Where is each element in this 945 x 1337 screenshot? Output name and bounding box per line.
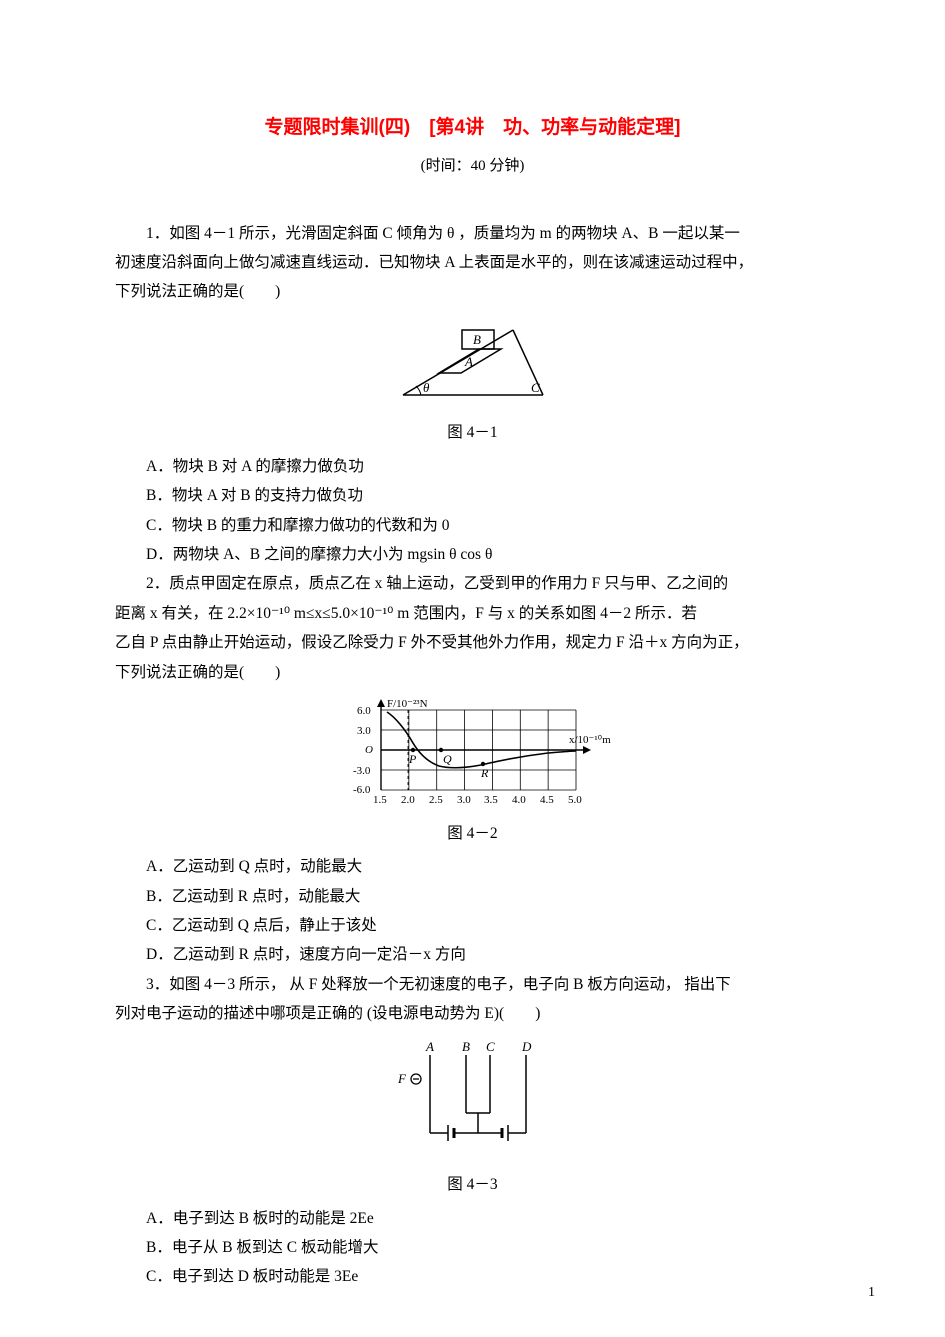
circuit-label-d: D [521,1039,532,1054]
q2-stem-line2: 距离 x 有关，在 2.2×10⁻¹⁰ m≤x≤5.0×10⁻¹⁰ m 范围内，… [115,599,830,628]
q1-option-d: D．两物块 A、B 之间的摩擦力大小为 mgsin θ cos θ [115,540,830,569]
svg-text:C: C [531,380,540,395]
circuit-label-c: C [486,1039,495,1054]
chart-ytick: O [365,744,373,756]
chart-xtick: 3.0 [457,794,471,805]
q1-option-a: A．物块 B 对 A 的摩擦力做负功 [115,452,830,481]
chart-xtick: 2.0 [401,794,415,805]
chart-xtick: 4.5 [540,794,554,805]
svg-text:θ: θ [423,380,430,395]
q3-stem-line2: 列对电子运动的描述中哪项是正确的 (设电源电动势为 E)( ) [115,999,830,1028]
q2-option-a: A．乙运动到 Q 点时，动能最大 [115,852,830,881]
q1-stem-line3: 下列说法正确的是( ) [115,277,830,306]
chart-label-p: P [408,752,417,766]
circuit-label-b: B [462,1039,470,1054]
q2-caption: 图 4－2 [115,819,830,848]
q1-stem-line1: 1．如图 4－1 所示，光滑固定斜面 C 倾角为 θ ，质量均为 m 的两物块 … [115,219,830,248]
q3-caption: 图 4－3 [115,1170,830,1199]
chart-xtick: 5.0 [568,794,582,805]
q2-option-b: B．乙运动到 R 点时，动能最大 [115,882,830,911]
q2-option-c: C．乙运动到 Q 点后，静止于该处 [115,911,830,940]
q3-option-a: A．电子到达 B 板时的动能是 2Ee [115,1204,830,1233]
circuit-label-a: A [425,1039,434,1054]
q3-figure: F A B C D [115,1037,830,1168]
page-subtitle: (时间：40 分钟) [115,152,830,181]
q2-option-d: D．乙运动到 R 点时，速度方向一定沿－x 方向 [115,940,830,969]
q1-figure: θ A B C [115,315,830,416]
q2-figure: 6.0 3.0 O -3.0 -6.0 1.5 2.0 2.5 3.0 3.5 … [115,695,830,816]
q2-stem-line3: 乙自 P 点由静止开始运动，假设乙除受力 F 外不受其他外力作用，规定力 F 沿… [115,628,830,657]
chart-xtick: 2.5 [429,794,443,805]
chart-ytick: 3.0 [357,725,371,737]
chart-ytick: 6.0 [357,705,371,717]
chart-xtick: 4.0 [512,794,526,805]
q1-option-b: B．物块 A 对 B 的支持力做负功 [115,481,830,510]
chart-xtick: 3.5 [484,794,498,805]
chart-ytick: -6.0 [353,784,371,796]
q3-option-b: B．电子从 B 板到达 C 板动能增大 [115,1233,830,1262]
chart-ytick: -3.0 [353,765,371,777]
page-title: 专题限时集训(四) [第4讲 功、功率与动能定理] [115,110,830,146]
page-number: 1 [868,1280,875,1307]
q3-stem-line1: 3．如图 4－3 所示， 从 F 处释放一个无初速度的电子，电子向 B 板方向运… [115,970,830,999]
chart-xlabel: x/10⁻¹⁰m [569,734,611,746]
chart-label-r: R [480,766,489,780]
svg-text:A: A [464,354,473,369]
circuit-label-f: F [397,1071,407,1086]
q3-option-c: C．电子到达 D 板时动能是 3Ee [115,1262,830,1291]
q2-stem-line4: 下列说法正确的是( ) [115,658,830,687]
chart-label-q: Q [443,752,452,766]
q1-stem-line2: 初速度沿斜面向上做匀减速直线运动．已知物块 A 上表面是水平的，则在该减速运动过… [115,248,830,277]
svg-text:B: B [473,332,481,347]
chart-xtick: 1.5 [373,794,387,805]
q1-option-c: C．物块 B 的重力和摩擦力做功的代数和为 0 [115,511,830,540]
chart-ylabel: F/10⁻²³N [387,698,428,710]
q1-caption: 图 4－1 [115,418,830,447]
q2-stem-line1: 2．质点甲固定在原点，质点乙在 x 轴上运动，乙受到甲的作用力 F 只与甲、乙之… [115,569,830,598]
